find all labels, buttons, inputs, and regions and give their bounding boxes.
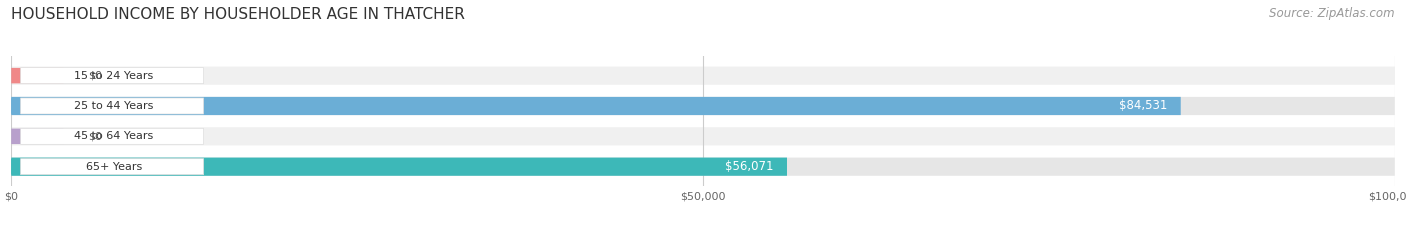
FancyBboxPatch shape [21,159,204,175]
Text: 15 to 24 Years: 15 to 24 Years [75,71,153,81]
Text: Source: ZipAtlas.com: Source: ZipAtlas.com [1270,7,1395,20]
FancyBboxPatch shape [11,98,63,114]
FancyBboxPatch shape [21,128,204,144]
FancyBboxPatch shape [11,158,1395,176]
Text: HOUSEHOLD INCOME BY HOUSEHOLDER AGE IN THATCHER: HOUSEHOLD INCOME BY HOUSEHOLDER AGE IN T… [11,7,465,22]
FancyBboxPatch shape [11,159,63,175]
FancyBboxPatch shape [11,97,1395,115]
FancyBboxPatch shape [11,97,1181,115]
FancyBboxPatch shape [11,129,63,144]
Text: 25 to 44 Years: 25 to 44 Years [75,101,153,111]
Text: 45 to 64 Years: 45 to 64 Years [75,131,153,141]
FancyBboxPatch shape [21,68,204,84]
Text: $0: $0 [89,131,103,141]
Text: $56,071: $56,071 [724,160,773,173]
FancyBboxPatch shape [11,158,787,176]
FancyBboxPatch shape [21,98,204,114]
Text: $84,531: $84,531 [1119,99,1167,113]
Text: 65+ Years: 65+ Years [86,162,142,172]
FancyBboxPatch shape [11,68,63,83]
Text: $0: $0 [89,71,103,81]
FancyBboxPatch shape [11,67,1395,85]
FancyBboxPatch shape [11,127,1395,145]
